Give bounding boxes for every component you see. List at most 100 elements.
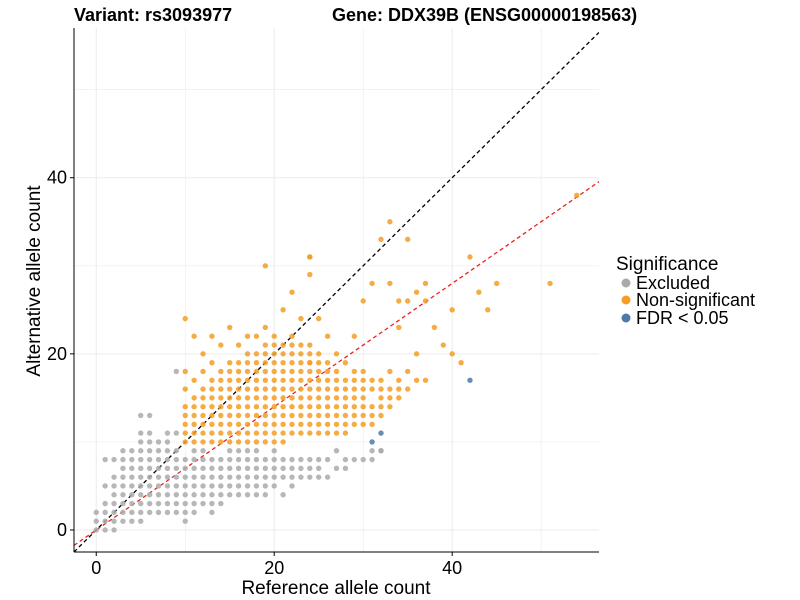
point-excluded <box>120 456 126 463</box>
point-excluded <box>173 500 180 507</box>
point-non-significant <box>253 333 260 339</box>
point-non-significant <box>182 403 188 410</box>
point-non-significant <box>280 342 286 348</box>
point-non-significant <box>271 333 277 339</box>
point-non-significant <box>209 430 215 436</box>
point-non-significant <box>227 359 233 366</box>
point-non-significant <box>262 351 269 357</box>
y-tick-label: 20 <box>47 344 67 364</box>
point-non-significant <box>387 395 393 401</box>
point-non-significant <box>307 403 313 410</box>
point-non-significant <box>298 377 304 383</box>
point-non-significant <box>342 377 349 383</box>
point-non-significant <box>244 412 251 419</box>
legend-label-non-significant: Non-significant <box>636 290 755 310</box>
point-non-significant <box>280 359 286 366</box>
point-excluded <box>164 492 171 498</box>
point-non-significant <box>191 403 197 410</box>
point-excluded <box>102 483 108 489</box>
point-excluded <box>218 483 224 489</box>
point-non-significant <box>387 403 393 410</box>
point-excluded <box>102 518 108 524</box>
point-excluded <box>227 456 233 463</box>
point-excluded <box>227 465 233 472</box>
point-excluded <box>235 448 242 454</box>
point-excluded <box>182 509 188 516</box>
point-non-significant <box>289 395 295 401</box>
axis-ticks: 0 20 40 0 20 40 <box>47 168 462 578</box>
point-non-significant <box>333 421 340 428</box>
point-excluded <box>253 474 260 480</box>
point-non-significant <box>298 430 304 436</box>
point-non-significant <box>235 439 242 445</box>
point-excluded <box>173 430 180 436</box>
point-non-significant <box>298 403 304 410</box>
point-non-significant <box>218 395 224 401</box>
point-non-significant <box>218 430 224 436</box>
point-excluded <box>120 500 126 507</box>
point-non-significant <box>493 280 500 287</box>
point-non-significant <box>235 430 242 436</box>
point-non-significant <box>209 333 215 339</box>
point-excluded <box>200 456 206 463</box>
point-non-significant <box>235 395 242 401</box>
point-non-significant <box>307 342 313 348</box>
x-tick-label: 40 <box>442 558 462 578</box>
point-excluded <box>218 500 224 507</box>
point-excluded <box>209 465 215 472</box>
point-non-significant <box>182 439 188 445</box>
point-non-significant <box>396 377 402 383</box>
point-non-significant <box>404 386 411 392</box>
point-non-significant <box>351 368 357 375</box>
point-excluded <box>298 474 304 480</box>
point-non-significant <box>244 359 251 366</box>
reference-line-identity <box>74 31 599 552</box>
point-excluded <box>138 509 144 516</box>
point-non-significant <box>289 430 295 436</box>
point-excluded <box>138 465 144 472</box>
point-non-significant <box>227 395 233 401</box>
point-non-significant <box>182 430 188 436</box>
point-excluded <box>111 474 117 480</box>
point-non-significant <box>547 280 553 287</box>
point-non-significant <box>307 368 313 375</box>
point-non-significant <box>218 403 224 410</box>
point-non-significant <box>227 368 233 375</box>
point-non-significant <box>191 421 197 428</box>
point-non-significant <box>369 386 375 392</box>
point-excluded <box>182 500 188 507</box>
gene-title: Gene: DDX39B (ENSG00000198563) <box>332 5 637 25</box>
point-non-significant <box>244 403 251 410</box>
point-non-significant <box>333 351 340 357</box>
point-non-significant <box>200 368 206 375</box>
point-non-significant <box>298 421 304 428</box>
point-non-significant <box>262 412 269 419</box>
point-excluded <box>333 448 340 454</box>
point-non-significant <box>218 368 224 375</box>
point-non-significant <box>227 412 233 419</box>
point-non-significant <box>289 386 295 392</box>
point-excluded <box>298 465 304 472</box>
point-non-significant <box>387 280 393 287</box>
point-non-significant <box>440 342 446 348</box>
point-excluded <box>227 448 233 454</box>
point-non-significant <box>369 280 375 287</box>
point-non-significant <box>271 351 277 357</box>
point-non-significant <box>200 351 206 357</box>
point-excluded <box>262 465 269 472</box>
point-non-significant <box>307 254 313 260</box>
point-non-significant <box>307 359 313 366</box>
point-non-significant <box>271 386 277 392</box>
point-non-significant <box>307 412 313 419</box>
point-non-significant <box>324 430 331 436</box>
legend-swatch-excluded <box>621 278 631 288</box>
point-non-significant <box>244 377 251 383</box>
point-excluded <box>200 448 206 454</box>
point-non-significant <box>289 377 295 383</box>
point-excluded <box>111 509 117 516</box>
point-non-significant <box>235 386 242 392</box>
point-non-significant <box>298 395 304 401</box>
point-non-significant <box>316 351 322 357</box>
point-non-significant <box>307 421 313 428</box>
point-excluded <box>146 509 153 516</box>
